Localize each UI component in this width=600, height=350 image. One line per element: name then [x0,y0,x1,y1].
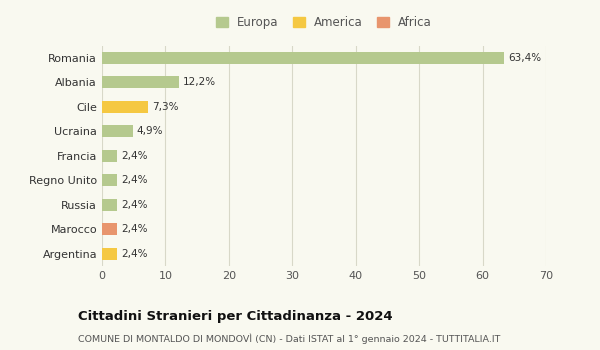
Bar [102,199,117,211]
Bar [102,125,133,137]
Text: 4,9%: 4,9% [137,126,163,136]
Text: 63,4%: 63,4% [508,53,541,63]
Legend: Europa, America, Africa: Europa, America, Africa [216,16,432,29]
Text: Cittadini Stranieri per Cittadinanza - 2024: Cittadini Stranieri per Cittadinanza - 2… [78,310,392,323]
Bar [102,101,148,113]
Text: 2,4%: 2,4% [121,151,148,161]
Text: 2,4%: 2,4% [121,175,148,185]
Bar [102,51,504,64]
Text: 7,3%: 7,3% [152,102,179,112]
Bar [102,223,117,235]
Bar [102,76,179,88]
Text: 12,2%: 12,2% [183,77,217,87]
Bar [102,150,117,162]
Text: COMUNE DI MONTALDO DI MONDOVÌ (CN) - Dati ISTAT al 1° gennaio 2024 - TUTTITALIA.: COMUNE DI MONTALDO DI MONDOVÌ (CN) - Dat… [78,333,500,344]
Bar [102,248,117,260]
Bar [102,174,117,186]
Text: 2,4%: 2,4% [121,200,148,210]
Text: 2,4%: 2,4% [121,224,148,234]
Text: 2,4%: 2,4% [121,249,148,259]
